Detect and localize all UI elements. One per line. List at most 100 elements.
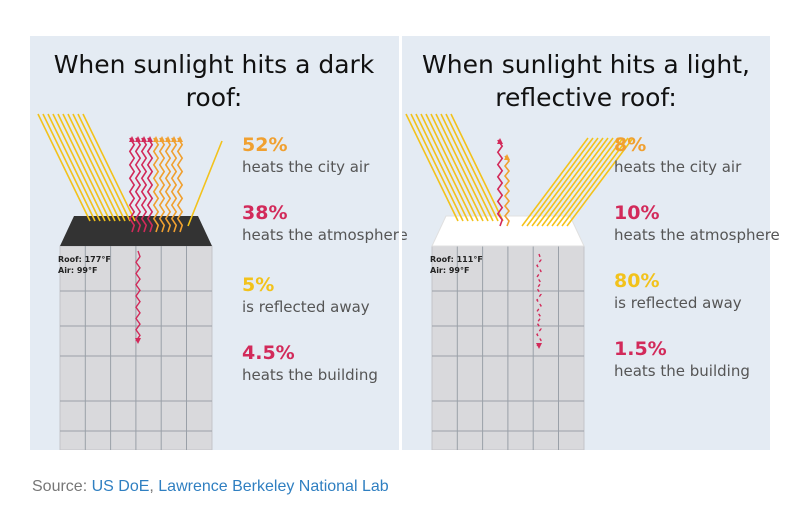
- rising-heat-wave-head: [177, 136, 183, 142]
- light-stat-label: heats the building: [614, 362, 750, 380]
- sunlight-ray: [42, 113, 96, 222]
- rising-heat-wave: [152, 137, 160, 233]
- reflected-ray: [556, 137, 624, 227]
- light-stat-atmosphere: 10% heats the atmosphere: [614, 202, 780, 245]
- rising-heat-wave-head: [129, 136, 135, 142]
- reflected-ray: [526, 137, 594, 227]
- rising-heat-wave: [164, 137, 172, 233]
- sunlight-ray: [410, 113, 464, 222]
- light-reflected-sunlight: [521, 137, 634, 227]
- light-stat-label: heats the city air: [614, 158, 742, 176]
- source-link-us-doe[interactable]: US DoE: [91, 478, 150, 495]
- building-heat-path: [135, 250, 141, 342]
- dark-roof-panel: When sunlight hits a dark roof: Roof: 17…: [30, 36, 408, 450]
- rising-heat-wave-head: [153, 136, 159, 142]
- dark-title-line1: When sunlight hits a dark: [53, 50, 375, 79]
- light-stat-value: 1.5%: [614, 338, 667, 360]
- reflected-ray: [561, 137, 629, 227]
- light-panel-title: When sunlight hits a light, reflective r…: [402, 48, 770, 114]
- dark-stat-city-air: 52% heats the city air: [242, 134, 369, 177]
- rising-heat-wave: [140, 137, 148, 233]
- light-building-grid: [432, 246, 584, 450]
- rising-heat-wave: [146, 137, 154, 233]
- sunlight-ray: [82, 113, 136, 222]
- rising-heat-wave-head: [159, 136, 165, 142]
- light-stat-value: 80%: [614, 270, 660, 292]
- light-stat-value: 10%: [614, 202, 660, 224]
- dark-reflected-sunlight: [187, 140, 223, 227]
- dark-stat-value: 38%: [242, 202, 288, 224]
- dark-rising-heat: [128, 136, 184, 233]
- dark-roof-diagram: [37, 113, 223, 450]
- rising-heat-wave: [176, 137, 184, 233]
- light-rising-heat: [496, 138, 511, 227]
- building-heat-path: [536, 253, 542, 347]
- dark-building-grid: [60, 246, 212, 450]
- light-stat-label: is reflected away: [614, 294, 742, 312]
- light-incoming-sunlight: [405, 113, 504, 222]
- dark-temperature-readout: Roof: 177°F Air: 99°F: [58, 254, 111, 276]
- dark-air-temp: Air: 99°F: [58, 266, 98, 275]
- rising-heat-wave-head: [141, 136, 147, 142]
- rising-heat-wave-head: [171, 136, 177, 142]
- light-stat-value: 8%: [614, 134, 647, 156]
- reflected-ray: [536, 137, 604, 227]
- source-link-lbnl[interactable]: Lawrence Berkeley National Lab: [158, 478, 389, 495]
- light-roof-diagram: [405, 113, 634, 450]
- panel-divider: [399, 36, 402, 450]
- dark-stat-label: is reflected away: [242, 298, 370, 316]
- rising-heat-wave-head: [504, 154, 510, 160]
- dark-panel-title: When sunlight hits a dark roof:: [30, 48, 398, 114]
- dark-stat-value: 5%: [242, 274, 275, 296]
- dark-title-line2: roof:: [185, 83, 243, 112]
- rising-heat-wave-head: [147, 136, 153, 142]
- sunlight-ray: [47, 113, 101, 222]
- dark-stat-label: heats the building: [242, 366, 378, 384]
- light-roof-panel: When sunlight hits a light, reflective r…: [402, 36, 780, 450]
- dark-roof-temp: Roof: 177°F: [58, 255, 111, 264]
- reflected-ray: [521, 137, 589, 227]
- sunlight-ray: [37, 113, 91, 222]
- building-heat-head: [135, 338, 141, 344]
- sunlight-ray: [440, 113, 494, 222]
- rising-heat-wave-head: [135, 136, 141, 142]
- source-credit: Source: US DoE, Lawrence Berkeley Nation…: [32, 478, 389, 496]
- light-roof-temp: Roof: 111°F: [430, 255, 483, 264]
- reflected-ray: [546, 137, 614, 227]
- sunlight-ray: [52, 113, 106, 222]
- rising-heat-wave: [170, 137, 178, 233]
- sunlight-ray: [420, 113, 474, 222]
- dark-stat-atmosphere: 38% heats the atmosphere: [242, 202, 408, 245]
- rising-heat-wave-head: [165, 136, 171, 142]
- sunlight-ray: [62, 113, 116, 222]
- source-separator: ,: [149, 478, 159, 495]
- sunlight-ray: [415, 113, 469, 222]
- light-stat-city-air: 8% heats the city air: [614, 134, 741, 177]
- sunlight-ray: [405, 113, 459, 222]
- dark-roof: [60, 216, 212, 246]
- sunlight-ray: [435, 113, 489, 222]
- reflected-ray: [551, 137, 619, 227]
- sunlight-ray: [72, 113, 126, 222]
- light-stat-reflected: 80% is reflected away: [614, 270, 742, 313]
- building-heat-head: [536, 343, 542, 349]
- dark-stat-label: heats the atmosphere: [242, 226, 408, 244]
- light-air-temp: Air: 99°F: [430, 266, 470, 275]
- sunlight-ray: [445, 113, 499, 222]
- rising-heat-wave: [496, 139, 504, 227]
- light-stat-building: 1.5% heats the building: [614, 338, 750, 381]
- light-stat-label: heats the atmosphere: [614, 226, 780, 244]
- light-title-line1: When sunlight hits a light,: [422, 50, 750, 79]
- dark-stat-label: heats the city air: [242, 158, 370, 176]
- sunlight-ray: [57, 113, 111, 222]
- sunlight-ray: [450, 113, 504, 222]
- sunlight-ray: [430, 113, 484, 222]
- dark-stat-value: 4.5%: [242, 342, 295, 364]
- reflected-ray: [187, 140, 223, 227]
- light-temperature-readout: Roof: 111°F Air: 99°F: [430, 254, 483, 276]
- rising-heat-wave: [503, 155, 511, 227]
- sunlight-ray: [425, 113, 479, 222]
- light-title-line2: reflective roof:: [495, 83, 677, 112]
- rising-heat-wave: [134, 137, 142, 233]
- reflected-ray: [566, 137, 634, 227]
